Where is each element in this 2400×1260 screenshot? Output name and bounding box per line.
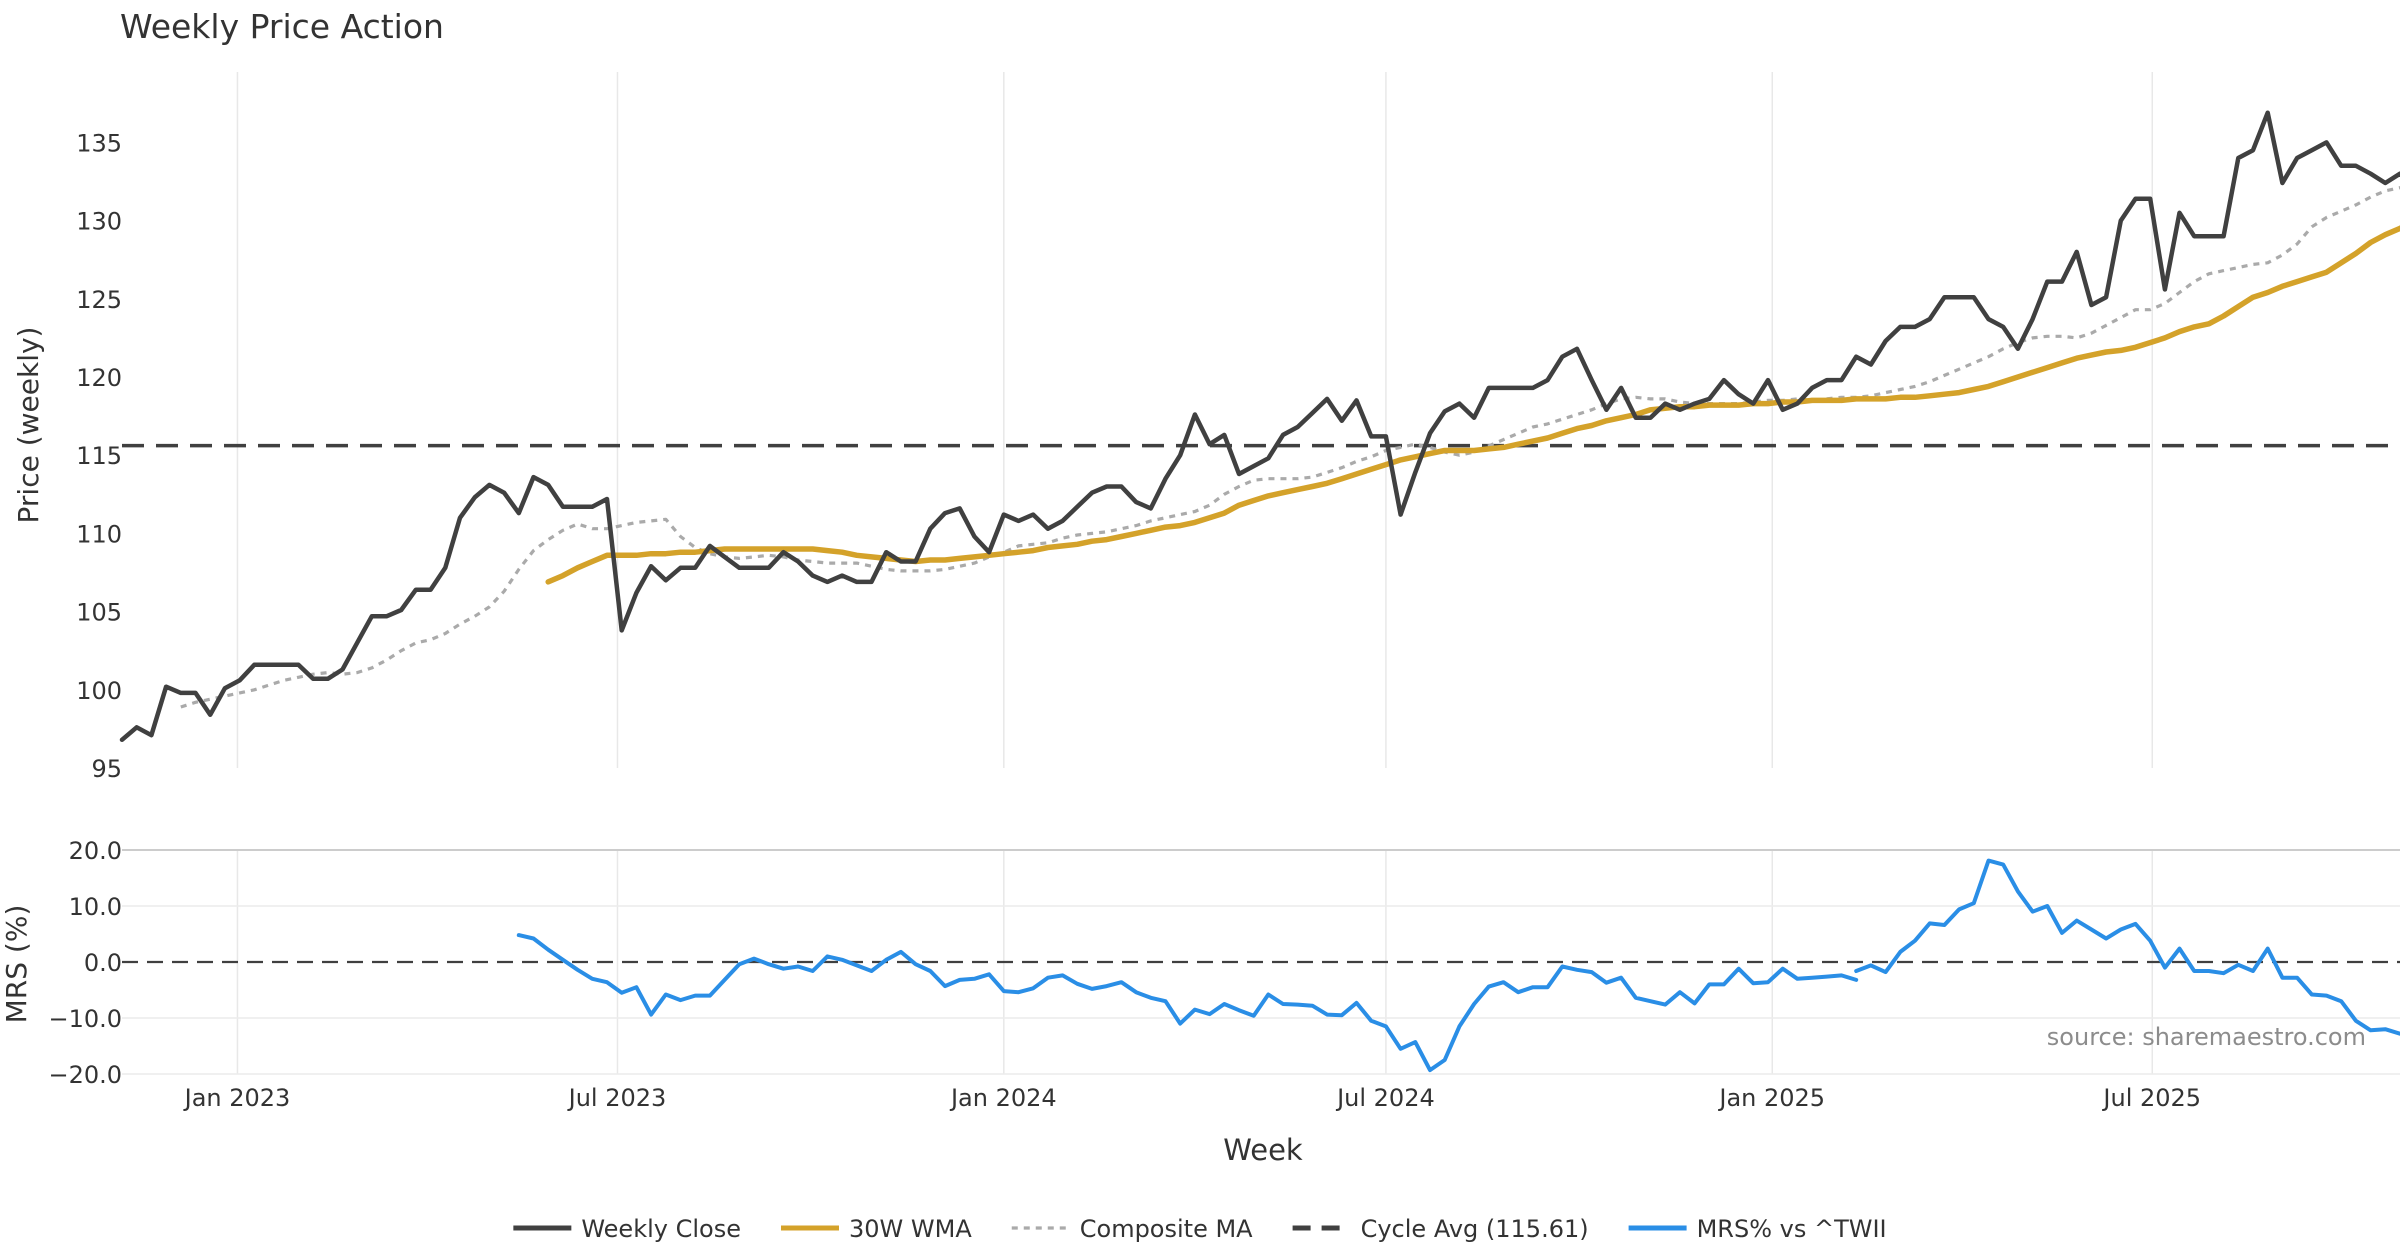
legend-label: MRS% vs ^TWII xyxy=(1697,1215,1887,1243)
mrs-y-axis-label: MRS (%) xyxy=(0,905,33,1024)
chart-legend: Weekly Close 30W WMA Composite MA Cycle Avg… xyxy=(513,1215,1887,1243)
weekly-close-line xyxy=(119,110,2400,743)
x-tick-labels: Jan 2023 Jul 2023 Jan 2024 Jul 2024 Jan 2025… xyxy=(183,1084,2201,1112)
price-y-axis-label: Price (weekly) xyxy=(12,327,45,524)
x-tick-label: Jan 2024 xyxy=(949,1084,1057,1112)
mrs-y-tick: 0.0 xyxy=(84,949,122,977)
chart-title: Weekly Price Action xyxy=(120,7,444,46)
mrs-line xyxy=(516,933,1859,1073)
legend-label: Weekly Close xyxy=(581,1215,741,1243)
price-y-tick: 125 xyxy=(76,286,122,314)
x-tick-label: Jan 2025 xyxy=(1717,1084,1825,1112)
price-y-tick-labels: 95 100 105 110 115 120 125 130 135 xyxy=(76,129,122,783)
price-y-tick: 110 xyxy=(76,520,122,548)
composite-ma-line xyxy=(180,186,2400,709)
mrs-line xyxy=(1854,858,2400,1036)
mrs-panel-grid xyxy=(122,849,2400,1075)
price-y-tick: 135 xyxy=(76,129,122,157)
price-y-tick: 115 xyxy=(76,442,122,470)
price-panel-grid xyxy=(236,72,2154,768)
mrs-y-tick: 10.0 xyxy=(69,893,122,921)
mrs-y-tick: 20.0 xyxy=(69,837,122,865)
source-label: source: sharemaestro.com xyxy=(2047,1023,2366,1051)
legend-label: 30W WMA xyxy=(849,1215,972,1243)
mrs-y-tick: −10.0 xyxy=(48,1005,122,1033)
x-tick-label: Jul 2025 xyxy=(2101,1084,2201,1112)
legend-label: Cycle Avg (115.61) xyxy=(1361,1215,1589,1243)
mrs-series-layer xyxy=(516,858,2400,1073)
x-tick-label: Jan 2023 xyxy=(183,1084,291,1112)
price-series-layer xyxy=(119,110,2400,743)
price-y-tick: 130 xyxy=(76,208,122,236)
price-y-tick: 120 xyxy=(76,364,122,392)
x-tick-label: Jul 2024 xyxy=(1335,1084,1435,1112)
price-y-tick: 100 xyxy=(76,677,122,705)
mrs-y-tick: −20.0 xyxy=(48,1061,122,1089)
mrs-y-tick-labels: 20.0 10.0 0.0 −10.0 −20.0 xyxy=(48,837,122,1089)
wma-30w-line xyxy=(545,225,2400,585)
x-tick-label: Jul 2023 xyxy=(567,1084,667,1112)
price-y-tick: 105 xyxy=(76,599,122,627)
x-axis-label: Week xyxy=(1223,1133,1303,1167)
price-y-tick: 95 xyxy=(91,755,122,783)
legend-label: Composite MA xyxy=(1080,1215,1253,1243)
